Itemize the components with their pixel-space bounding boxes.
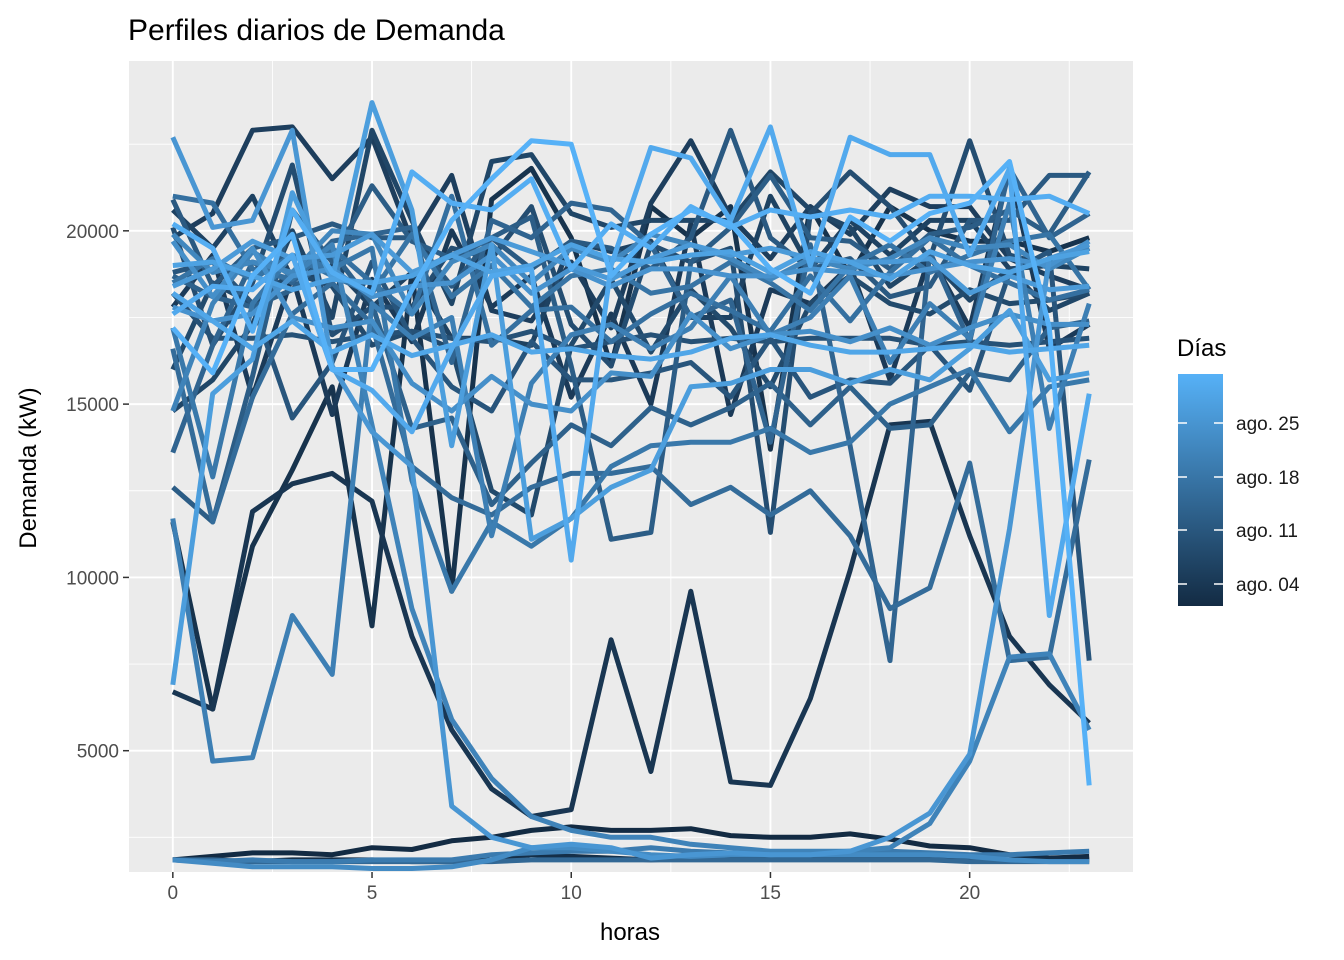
series-lines — [170, 100, 1092, 871]
series-line — [170, 138, 1092, 786]
y-axis: 5000 10000 15000 20000 — [66, 222, 129, 763]
x-tick-label: 10 — [561, 883, 582, 904]
x-axis: 0 5 10 15 20 — [168, 872, 980, 904]
y-tick-label: 15000 — [66, 395, 119, 416]
series-line — [170, 200, 1092, 764]
series-line — [171, 228, 1091, 317]
series-line — [172, 824, 1090, 863]
legend: Días ago. 25 ago. 18 ago. 11 ago. 04 — [1177, 335, 1300, 606]
x-tick-label: 0 — [168, 883, 179, 904]
x-tick-label: 20 — [959, 883, 980, 904]
series-line — [171, 231, 1090, 296]
legend-label: ago. 04 — [1236, 575, 1300, 596]
series-line — [170, 242, 1092, 854]
legend-label: ago. 11 — [1236, 521, 1298, 542]
series-line — [172, 242, 1090, 293]
y-tick-label: 20000 — [66, 222, 119, 243]
legend-ticks: ago. 25 ago. 18 ago. 11 ago. 04 — [1178, 414, 1300, 596]
series-line — [171, 169, 1091, 334]
legend-colorbar — [1178, 374, 1223, 606]
x-axis-title: horas — [600, 919, 660, 946]
series-line — [170, 280, 1092, 664]
x-tick-label: 5 — [367, 883, 378, 904]
legend-label: ago. 25 — [1236, 414, 1299, 435]
y-tick-label: 5000 — [77, 742, 119, 763]
y-axis-title: Demanda (kW) — [15, 387, 42, 548]
series-line — [170, 127, 1091, 861]
x-tick-label: 15 — [760, 883, 781, 904]
legend-title: Días — [1177, 335, 1226, 362]
series-line — [171, 418, 1091, 819]
chart-title: Perfiles diarios de Demanda — [128, 14, 505, 47]
series-line — [171, 124, 1091, 331]
legend-label: ago. 18 — [1236, 468, 1299, 489]
y-tick-label: 10000 — [66, 568, 119, 589]
